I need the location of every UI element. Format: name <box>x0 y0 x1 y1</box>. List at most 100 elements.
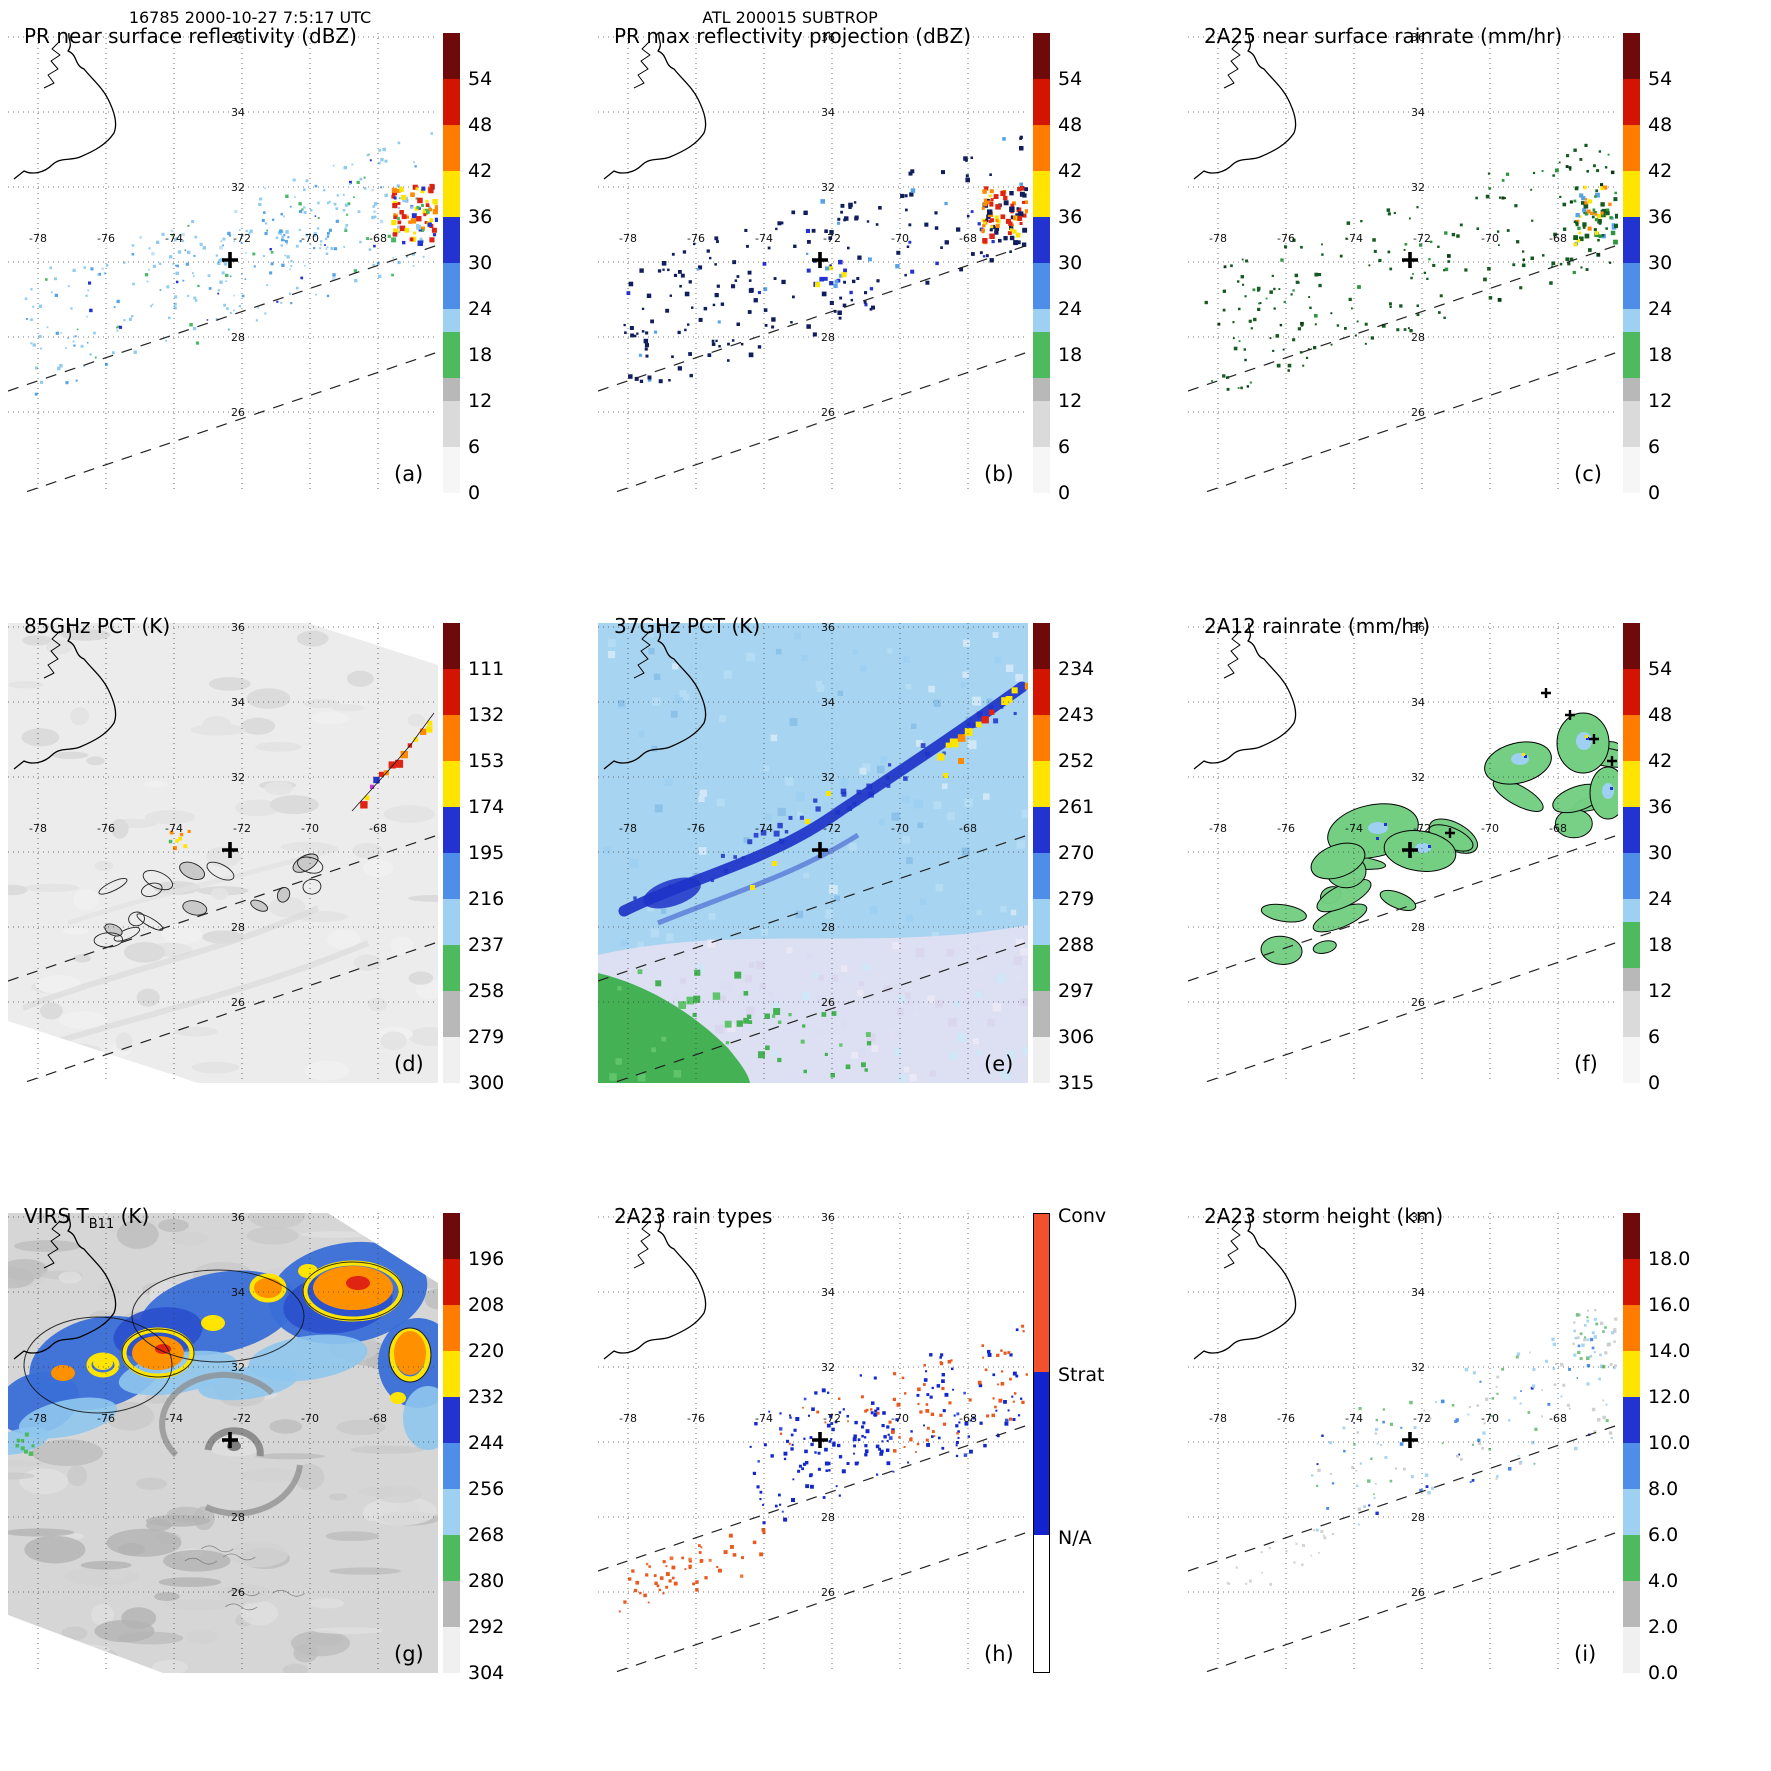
colorbar-segment <box>1033 79 1050 125</box>
svg-text:-70: -70 <box>891 232 909 245</box>
colorbar-tick-label: 292 <box>468 1616 505 1638</box>
colorbar-segment <box>1623 1535 1640 1581</box>
svg-text:32: 32 <box>231 1361 245 1374</box>
storm-center-cross-icon <box>1402 1432 1418 1448</box>
map-85ghz-pct: 36 34 32 28 26 -78 -76 -74 -72 -70 -68 <box>8 623 438 1083</box>
swath-edge-lines <box>598 1424 1028 1673</box>
map-virs-tb11: 36 34 32 28 26 -78 -76 -74 -72 -70 -68 <box>8 1213 438 1673</box>
colorbar-tick-label: 12 <box>1648 390 1673 412</box>
svg-text:-68: -68 <box>1549 1412 1567 1425</box>
colorbar <box>1033 1213 1050 1673</box>
data-layer <box>24 132 438 396</box>
svg-text:-76: -76 <box>97 232 115 245</box>
svg-text:-78: -78 <box>619 822 637 835</box>
colorbar-segment <box>1623 899 1640 922</box>
svg-text:-74: -74 <box>1345 822 1363 835</box>
colorbar-tick-label: 16.0 <box>1648 1294 1691 1316</box>
svg-text:-76: -76 <box>687 232 705 245</box>
colorbar-tick-label: 6 <box>1058 436 1071 458</box>
panel-letter: (e) <box>984 1052 1014 1076</box>
graticule-labels: 36 34 32 28 26 -78 -76 -74 -72 -70 -68 <box>1209 33 1567 419</box>
colorbar-segment <box>443 945 460 991</box>
colorbar-tick-label: 10.0 <box>1648 1432 1691 1454</box>
colorbar-segment <box>1033 263 1050 309</box>
colorbar-segment <box>1623 309 1640 332</box>
panel-letter: (b) <box>984 462 1014 486</box>
colorbar-tick-label: 279 <box>468 1026 505 1048</box>
colorbar-tick-label: 48 <box>468 114 493 136</box>
colorbar-tick-label: 36 <box>1648 796 1673 818</box>
data-layer <box>8 1213 438 1673</box>
svg-text:32: 32 <box>1411 1361 1425 1374</box>
colorbar-segment <box>1623 1351 1640 1397</box>
colorbar-segment <box>443 1397 460 1443</box>
colorbar-tick-label: 270 <box>1058 842 1095 864</box>
swath-edge-lines <box>1188 834 1618 1083</box>
colorbar-tick-label: 300 <box>468 1072 505 1094</box>
graticule-labels: 36 34 32 28 26 -78 -76 -74 -72 -70 -68 <box>29 623 387 1009</box>
colorbar-tick-label: 252 <box>1058 750 1095 772</box>
panel-title: PR max reflectivity projection (dBZ) <box>614 24 971 48</box>
svg-text:36: 36 <box>821 623 835 634</box>
svg-text:-72: -72 <box>823 822 841 835</box>
colorbar-segment <box>1623 401 1640 447</box>
graticule <box>8 1213 438 1673</box>
coastline <box>603 1213 707 1360</box>
map-overlay: 36 34 32 28 26 -78 -76 -74 -72 -70 -68 <box>598 1213 1028 1673</box>
panel-title: VIRS TB11 (K) <box>24 1204 149 1232</box>
colorbar-tick-label: 261 <box>1058 796 1095 818</box>
colorbar-tick-label: 24 <box>1648 888 1673 910</box>
colorbar-tick-label: 36 <box>1058 206 1083 228</box>
colorbar-tick-label: 244 <box>468 1432 505 1454</box>
swath-edge-lines <box>8 834 438 1083</box>
colorbar-tick-label: 12.0 <box>1648 1386 1691 1408</box>
colorbar-segment <box>1034 1372 1049 1535</box>
colorbar-tick-label: 48 <box>1648 704 1673 726</box>
colorbar-tick-label: 237 <box>468 934 505 956</box>
colorbar-segment <box>1034 1214 1049 1373</box>
colorbar-tick-label: 24 <box>1648 298 1673 320</box>
svg-text:-70: -70 <box>301 822 319 835</box>
panel-title-text: PR near surface reflectivity (dBZ) <box>24 24 357 48</box>
panel-title-text: VIRS T <box>24 1204 89 1228</box>
colorbar-segment <box>443 332 460 378</box>
svg-text:-76: -76 <box>687 1412 705 1425</box>
map-overlay: 36 34 32 28 26 -78 -76 -74 -72 -70 -68 <box>8 1213 438 1673</box>
colorbar-tick-label: Strat <box>1058 1364 1105 1387</box>
svg-text:-78: -78 <box>1209 232 1227 245</box>
storm-id-header: ATL 200015 SUBTROP <box>702 8 878 27</box>
colorbar-segment <box>443 1535 460 1581</box>
svg-text:34: 34 <box>821 696 835 709</box>
colorbar-segment <box>443 1581 460 1627</box>
map-overlay: 36 34 32 28 26 -78 -76 -74 -72 -70 -68 <box>1188 623 1618 1083</box>
panel-title: 2A25 near surface rainrate (mm/hr) <box>1204 24 1562 48</box>
colorbar-tick-label: 232 <box>468 1386 505 1408</box>
coastline <box>13 1213 117 1360</box>
colorbar-tick-label: Conv <box>1058 1205 1107 1227</box>
svg-text:26: 26 <box>231 1586 245 1599</box>
colorbar-segment <box>1623 761 1640 807</box>
svg-text:-78: -78 <box>1209 822 1227 835</box>
colorbar-tick-label: 315 <box>1058 1072 1095 1094</box>
panel-title-text: (K) <box>114 1204 150 1228</box>
colorbar-tick-label: 288 <box>1058 934 1095 956</box>
svg-text:-70: -70 <box>301 232 319 245</box>
panel-title-subscript: B11 <box>88 1217 115 1232</box>
svg-text:-74: -74 <box>165 1412 183 1425</box>
panel-letter: (c) <box>1574 462 1602 486</box>
storm-center-cross-icon <box>812 1432 828 1448</box>
coastline <box>1193 623 1297 770</box>
colorbar-tick-label: 48 <box>1058 114 1083 136</box>
colorbar <box>443 33 460 493</box>
graticule <box>1188 33 1618 493</box>
colorbar-segment <box>1033 401 1050 447</box>
svg-text:28: 28 <box>231 921 245 934</box>
svg-text:-76: -76 <box>687 822 705 835</box>
swath-edge-lines <box>1188 1424 1618 1673</box>
panel-2a25-near-surface-rainrate: 36 34 32 28 26 -78 -76 -74 -72 -70 -68 2A25 near s… <box>1180 0 1770 590</box>
svg-text:34: 34 <box>1411 1286 1425 1299</box>
svg-text:-74: -74 <box>755 1412 773 1425</box>
colorbar-segment <box>1033 125 1050 171</box>
coastline <box>13 33 117 180</box>
